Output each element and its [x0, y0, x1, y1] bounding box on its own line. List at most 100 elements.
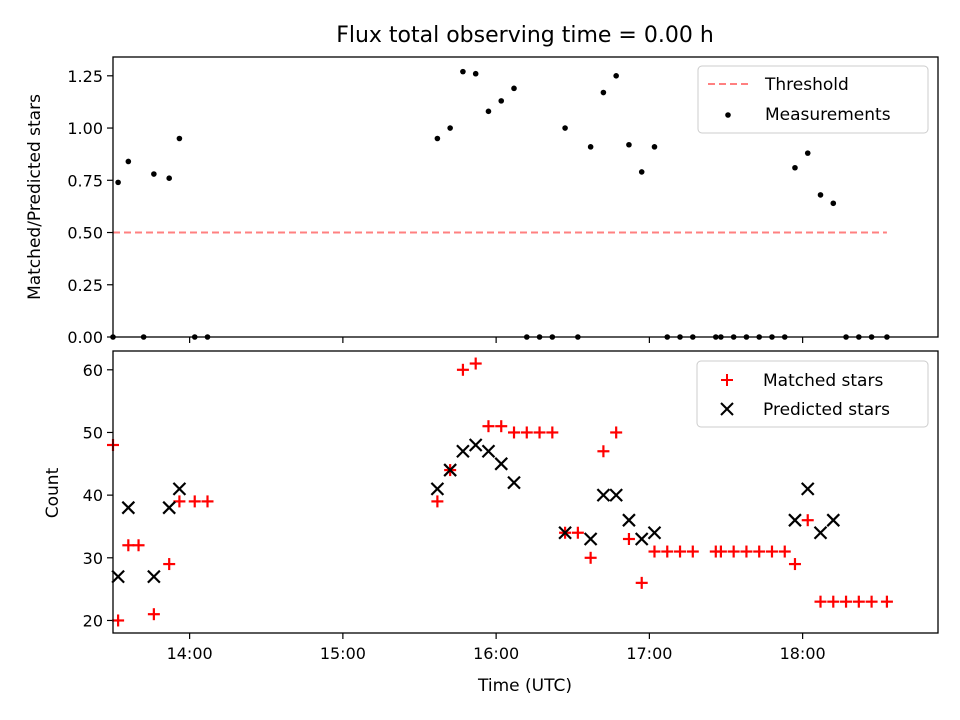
- measurement-point: [562, 125, 568, 131]
- bottom-axes-frame: [112, 350, 939, 634]
- matched-star-point: [765, 545, 778, 558]
- measurement-point: [613, 73, 619, 79]
- matched-star-point: [173, 495, 186, 508]
- matched-star-point: [788, 558, 801, 571]
- top-legend: Threshold Measurements: [697, 65, 929, 134]
- matched-star-point: [431, 495, 444, 508]
- matched-star-point: [753, 545, 766, 558]
- matched-star-point: [495, 420, 508, 433]
- matched-star-point: [727, 545, 740, 558]
- predicted-star-point: [121, 500, 136, 515]
- predicted-star-point: [583, 532, 598, 546]
- measurement-point: [176, 135, 183, 142]
- predicted-legend-label: Predicted stars: [763, 400, 890, 420]
- top-chart-title: Flux total observing time = 0.00 h: [336, 23, 714, 48]
- measurement-point: [830, 200, 837, 207]
- matched-star-point: [201, 495, 214, 508]
- predicted-star-point: [596, 488, 611, 502]
- measurement-point: [115, 179, 121, 186]
- threshold-legend-label: Threshold: [764, 75, 849, 95]
- top-y-tick-label: 1.25: [67, 67, 103, 86]
- bottom-x-axis-label: Time (UTC): [477, 676, 572, 696]
- measurement-point: [511, 85, 517, 92]
- matched-star-point: [740, 545, 753, 558]
- measurements-legend-label: Measurements: [765, 105, 891, 125]
- top-y-tick-label: 0.75: [67, 171, 103, 190]
- bottom-x-tick-label: 17:00: [626, 644, 672, 663]
- matched-star-point: [597, 445, 610, 458]
- predicted-star-point: [800, 482, 815, 496]
- bottom-y-axis-label: Count: [43, 467, 63, 518]
- measurement-point: [817, 192, 824, 198]
- measurement-point: [600, 89, 607, 96]
- predicted-legend-swatch: [720, 402, 734, 416]
- matched-star-point: [801, 514, 814, 527]
- predicted-star-point: [788, 513, 802, 527]
- measurement-point: [804, 150, 811, 156]
- matched-star-point: [840, 595, 853, 608]
- bottom-x-tick-label: 14:00: [167, 644, 213, 663]
- top-y-tick-label: 1.00: [67, 119, 103, 138]
- matched-star-point: [852, 595, 865, 608]
- measurement-point: [125, 158, 132, 165]
- predicted-star-point: [430, 482, 445, 496]
- matched-legend-label: Matched stars: [763, 371, 883, 391]
- measurement-point: [792, 164, 798, 171]
- matched-star-point: [546, 426, 559, 439]
- bottom-x-tick-label: 18:00: [780, 644, 826, 663]
- measurement-point: [460, 68, 466, 75]
- bottom-y-tick-label: 20: [83, 611, 103, 630]
- predicted-star-point: [162, 500, 176, 515]
- matched-star-point: [469, 357, 482, 370]
- bottom-panel: Count Time (UTC) 20 30 40 50 60 14:00 15:00 16:…: [43, 350, 939, 696]
- measurement-point: [485, 108, 492, 115]
- measurement-point: [651, 144, 658, 150]
- matched-star-point: [132, 539, 145, 552]
- predicted-star-point: [111, 569, 125, 584]
- matched-star-point: [661, 545, 674, 558]
- matched-star-point: [610, 426, 623, 439]
- matched-star-point: [520, 426, 533, 439]
- measurement-point: [447, 125, 453, 131]
- matched-star-point: [571, 526, 584, 539]
- predicted-star-point: [172, 482, 187, 496]
- bottom-legend: Matched stars Predicted stars: [696, 360, 929, 428]
- matched-star-point: [635, 576, 648, 589]
- predicted-star-point: [813, 525, 828, 540]
- bottom-y-tick-label: 50: [83, 423, 103, 442]
- bottom-x-tick-label: 15:00: [320, 644, 366, 663]
- bottom-plot-area: 20 30 40 50 60 14:00 15:00 16:00 17:00 18:00: [83, 357, 893, 663]
- measurements-legend-swatch: [725, 112, 731, 118]
- matched-star-point: [827, 595, 840, 608]
- measurement-point: [587, 144, 594, 150]
- measurement-point: [638, 169, 645, 175]
- matched-star-point: [456, 363, 469, 376]
- predicted-star-point: [147, 569, 161, 584]
- matched-star-point: [714, 545, 727, 558]
- top-legend-box: [697, 65, 929, 134]
- matched-star-point: [686, 545, 699, 558]
- bottom-x-tick-label: 16:00: [473, 644, 519, 663]
- matched-star-point: [648, 545, 661, 558]
- measurement-point: [498, 98, 505, 104]
- matched-legend-swatch: [721, 374, 733, 386]
- matched-star-point: [188, 495, 201, 508]
- bottom-y-tick-label: 30: [83, 549, 103, 568]
- predicted-star-point: [507, 475, 521, 490]
- predicted-star-point: [622, 513, 636, 527]
- top-y-tick-label: 0.50: [67, 224, 103, 243]
- bottom-legend-box: [696, 360, 929, 428]
- matched-star-point: [880, 595, 893, 608]
- predicted-star-point: [494, 457, 509, 471]
- matched-star-point: [674, 545, 687, 558]
- top-y-tick-label: 0.00: [67, 328, 103, 347]
- predicted-star-point: [647, 525, 662, 540]
- measurement-point: [166, 175, 172, 181]
- top-y-axis-label: Matched/Predicted stars: [25, 94, 45, 300]
- measurement-point: [151, 171, 157, 177]
- measurement-point: [626, 141, 632, 148]
- matched-star-point: [584, 551, 597, 564]
- matched-star-point: [122, 539, 135, 552]
- bottom-y-tick-label: 60: [83, 361, 103, 380]
- top-y-tick-label: 0.25: [67, 276, 103, 295]
